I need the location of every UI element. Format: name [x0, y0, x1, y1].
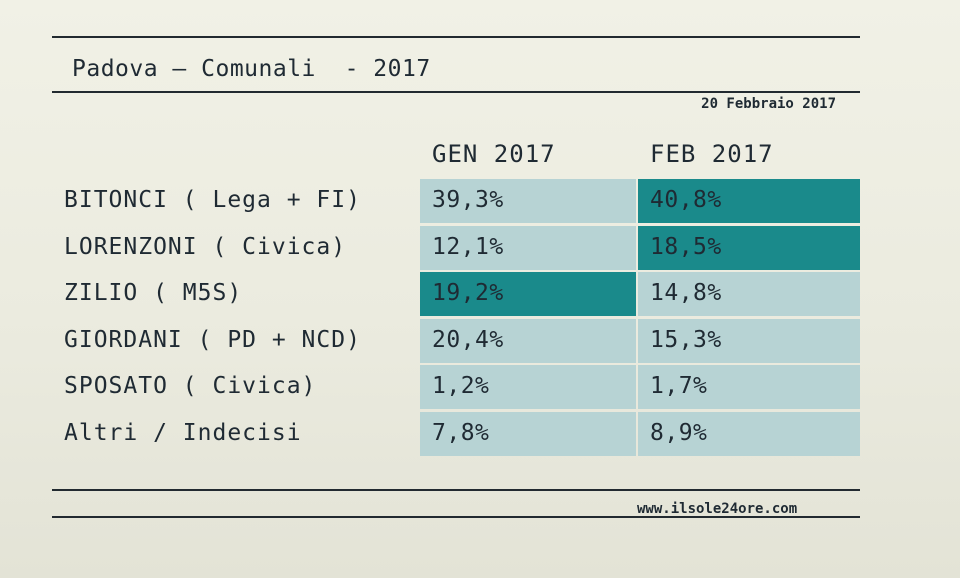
- column-header-feb: FEB 2017: [650, 140, 774, 168]
- date-label: 20 Febbraio 2017: [701, 96, 836, 112]
- table-cell: 1,2%: [420, 365, 636, 409]
- cell-value: 20,4%: [432, 327, 504, 353]
- top-rule: [52, 36, 860, 38]
- cell-value: 14,8%: [650, 280, 722, 306]
- cell-value: 1,2%: [432, 373, 490, 399]
- table-cell: 1,7%: [638, 365, 860, 409]
- cell-value: 15,3%: [650, 327, 722, 353]
- row-label: Altri / Indecisi: [64, 420, 302, 446]
- table-cell: 14,8%: [638, 272, 860, 316]
- cell-value: 7,8%: [432, 420, 490, 446]
- bottom-rule-lower: [52, 516, 860, 518]
- row-label: GIORDANI ( PD + NCD): [64, 327, 361, 353]
- table-cell: 39,3%: [420, 179, 636, 223]
- cell-value: 39,3%: [432, 187, 504, 213]
- column-header-gen: GEN 2017: [432, 140, 556, 168]
- title-rule: [52, 91, 860, 93]
- table-cell: 40,8%: [638, 179, 860, 223]
- cell-value: 19,2%: [432, 280, 504, 306]
- table-cell: 20,4%: [420, 319, 636, 363]
- page-title: Padova – Comunali - 2017: [72, 56, 431, 82]
- table-cell: 18,5%: [638, 226, 860, 270]
- table-cell: 19,2%: [420, 272, 636, 316]
- cell-value: 12,1%: [432, 234, 504, 260]
- cell-value: 40,8%: [650, 187, 722, 213]
- row-label: SPOSATO ( Civica): [64, 373, 317, 399]
- cell-value: 1,7%: [650, 373, 708, 399]
- row-label: ZILIO ( M5S): [64, 280, 243, 306]
- source-link[interactable]: www.ilsole24ore.com: [637, 501, 798, 517]
- table-cell: 15,3%: [638, 319, 860, 363]
- row-label: LORENZONI ( Civica): [64, 234, 347, 260]
- row-label: BITONCI ( Lega + FI): [64, 187, 361, 213]
- table-cell: 7,8%: [420, 412, 636, 456]
- table-cell: 8,9%: [638, 412, 860, 456]
- cell-value: 18,5%: [650, 234, 722, 260]
- bottom-rule-upper: [52, 489, 860, 491]
- table-cell: 12,1%: [420, 226, 636, 270]
- cell-value: 8,9%: [650, 420, 708, 446]
